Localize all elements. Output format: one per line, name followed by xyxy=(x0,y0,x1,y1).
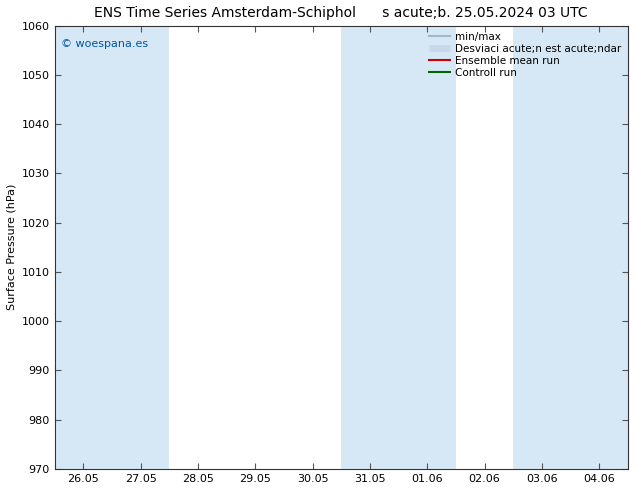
Text: © woespana.es: © woespana.es xyxy=(60,39,148,49)
Bar xyxy=(112,25,169,469)
Bar xyxy=(341,25,399,469)
Bar xyxy=(399,25,456,469)
Bar xyxy=(571,25,628,469)
Title: ENS Time Series Amsterdam-Schiphol      s acute;b. 25.05.2024 03 UTC: ENS Time Series Amsterdam-Schiphol s acu… xyxy=(94,6,588,20)
Bar xyxy=(55,25,112,469)
Bar xyxy=(513,25,571,469)
Legend: min/max, Desviaci acute;n est acute;ndar, Ensemble mean run, Controll run: min/max, Desviaci acute;n est acute;ndar… xyxy=(426,29,624,81)
Y-axis label: Surface Pressure (hPa): Surface Pressure (hPa) xyxy=(6,184,16,311)
